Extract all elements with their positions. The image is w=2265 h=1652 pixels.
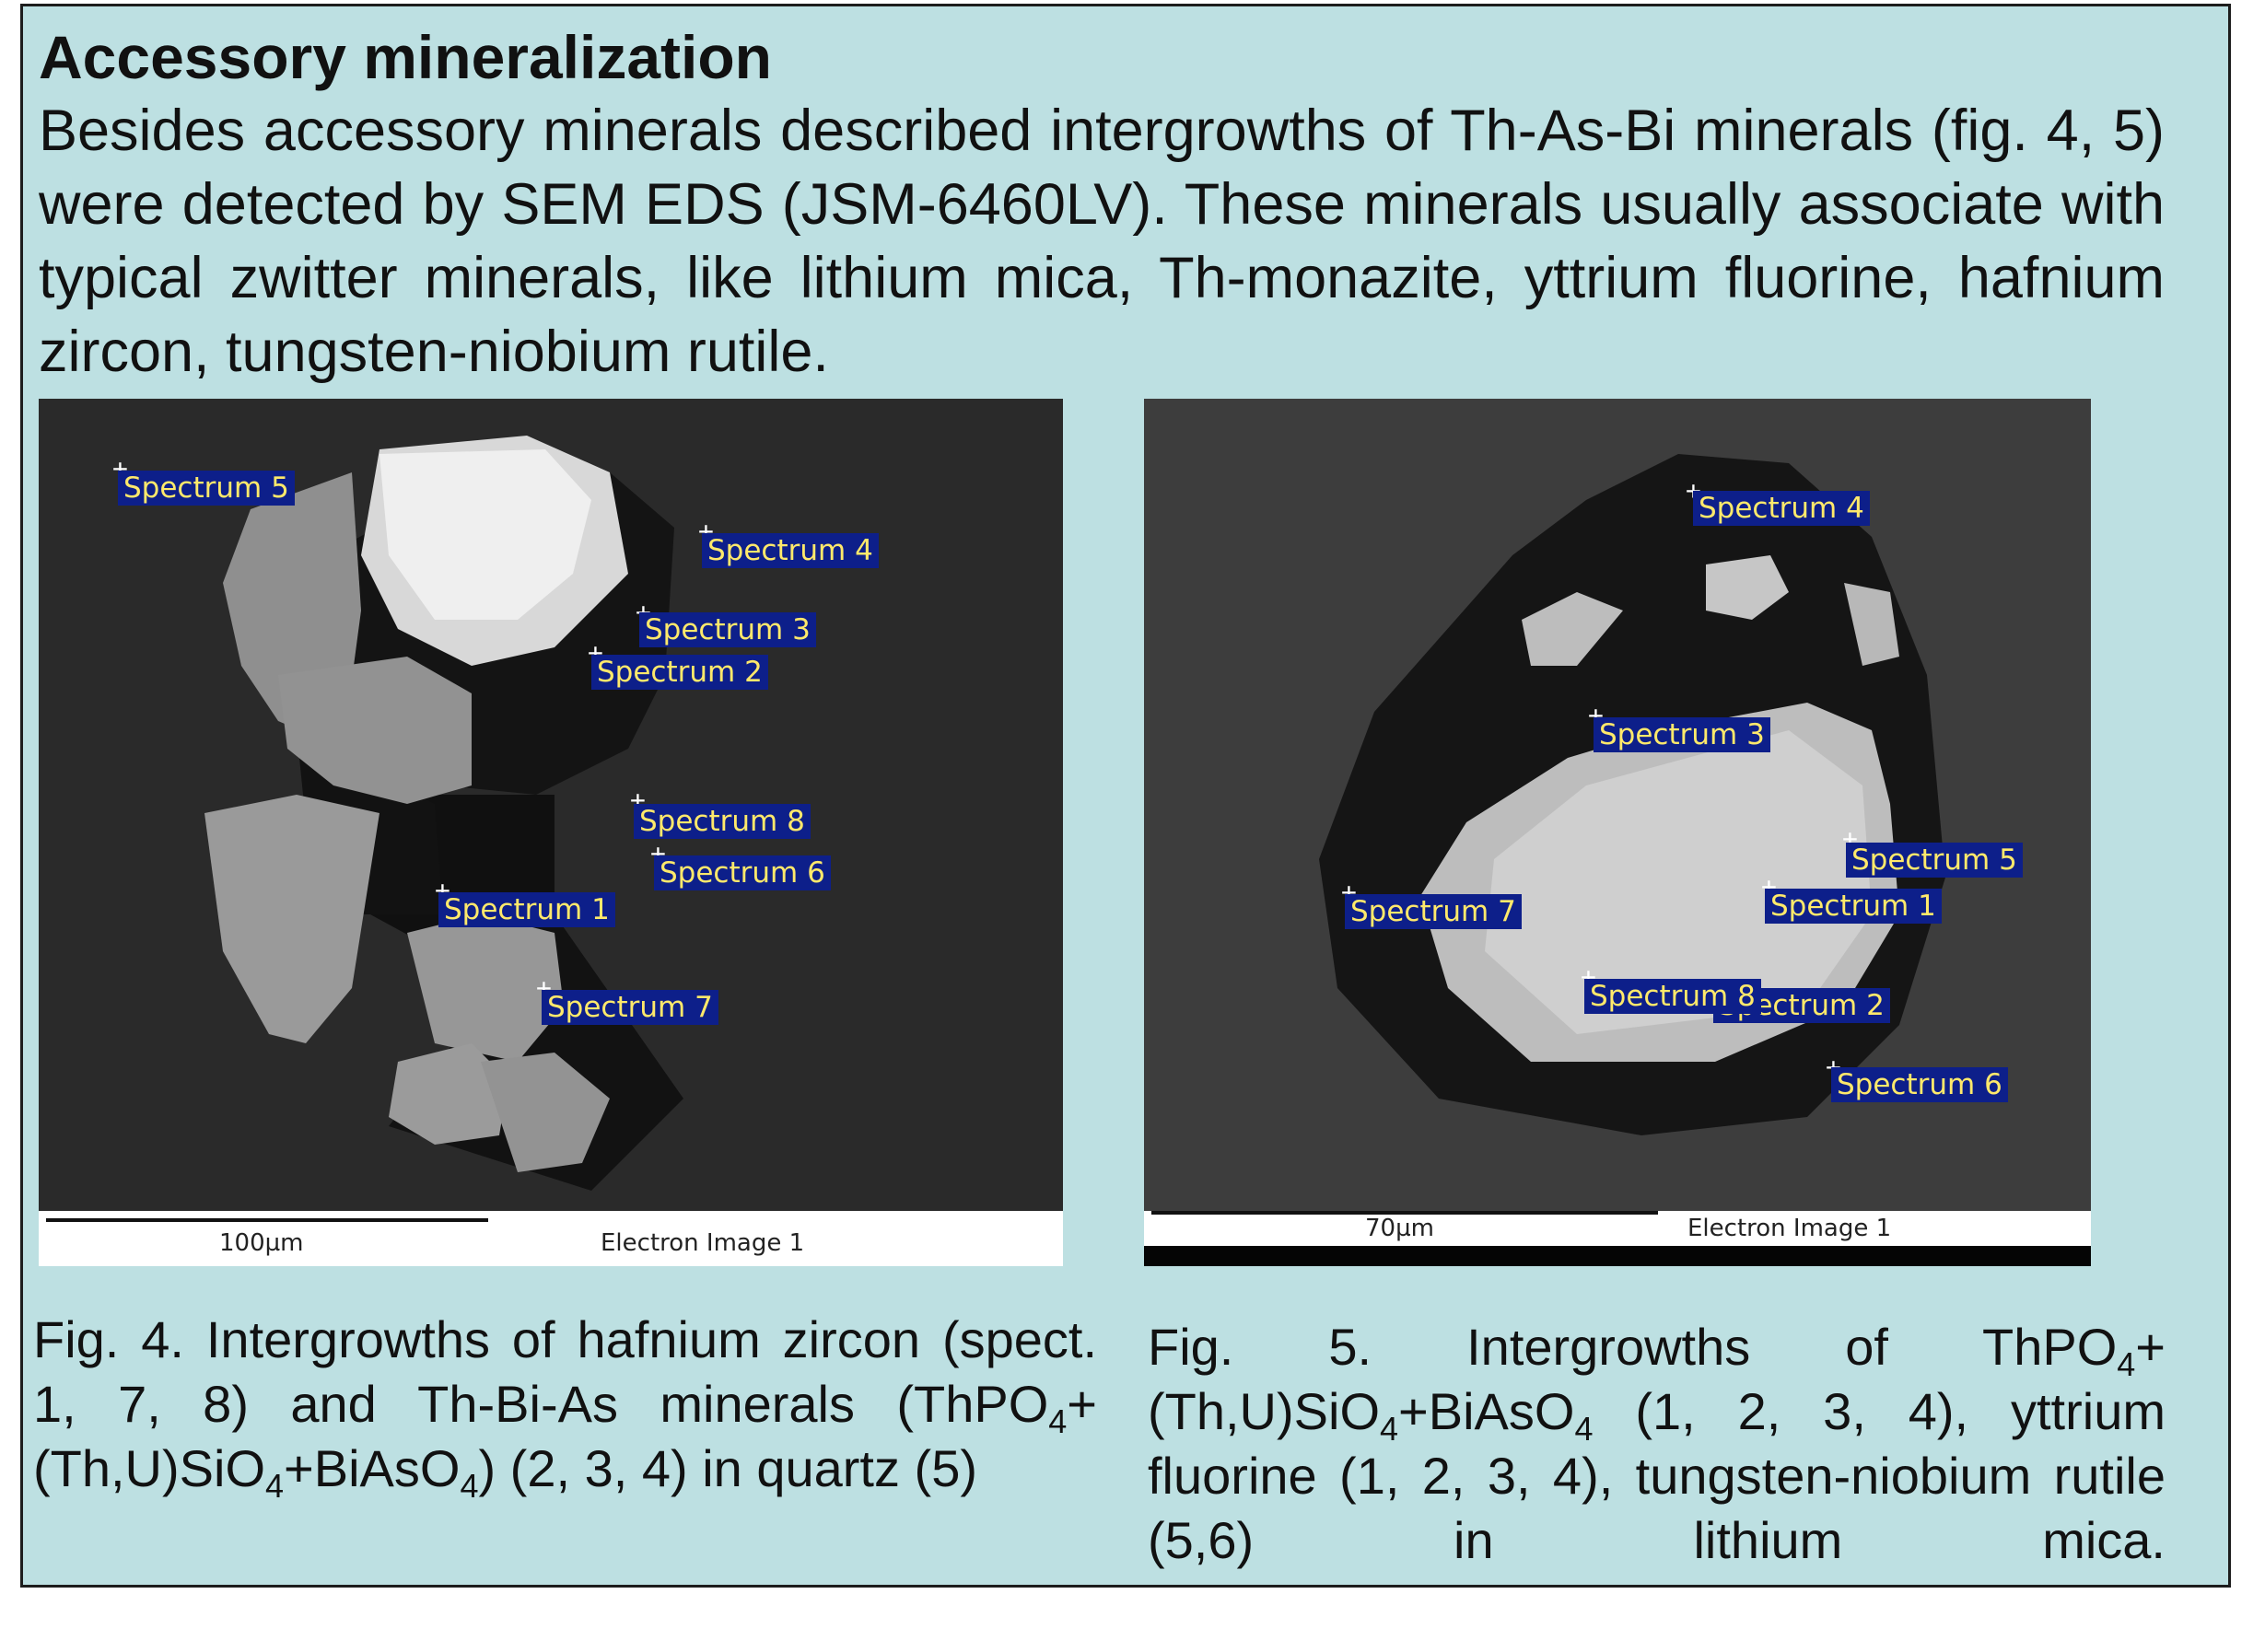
image-name-label: Electron Image 1	[601, 1229, 805, 1257]
spectrum-1-label: Spectrum 1	[438, 892, 615, 927]
figure-5-micrograph	[1144, 399, 2091, 1266]
spectrum-3-label: Spectrum 3	[1594, 717, 1770, 752]
scale-label: 70µm	[1365, 1215, 1434, 1242]
intro-paragraph: Besides accessory minerals described int…	[39, 99, 2165, 384]
spectrum-2-label: Spectrum 2	[591, 655, 768, 690]
figure-5-sem-image: + Spectrum 4 + Spectrum 3 + Spectrum 5 +…	[1144, 399, 2091, 1266]
figure-4-scale-strip: 100µm Electron Image 1	[39, 1211, 1063, 1266]
spectrum-4-label: Spectrum 4	[702, 533, 879, 568]
image-name-label: Electron Image 1	[1687, 1215, 1892, 1242]
spectrum-6-label: Spectrum 6	[654, 855, 831, 890]
figure-4-micrograph	[39, 399, 1063, 1266]
scale-bar	[1151, 1211, 1658, 1215]
figure-4-sem-image: + Spectrum 5 + Spectrum 4 + Spectrum 3 +…	[39, 399, 1063, 1266]
spectrum-8-label: Spectrum 8	[634, 804, 811, 839]
spectrum-1-label: Spectrum 1	[1765, 889, 1942, 924]
spectrum-4-label: Spectrum 4	[1693, 491, 1870, 526]
scale-label: 100µm	[219, 1229, 304, 1257]
scale-bar	[46, 1218, 488, 1222]
section-heading: Accessory mineralization	[39, 23, 772, 91]
figure-5-caption: Fig. 5. Intergrowths of ThPO4+(Th,U)SiO4…	[1148, 1318, 2166, 1569]
spectrum-7-label: Spectrum 7	[1345, 894, 1522, 929]
figure-5-scale-strip: 70µm Electron Image 1	[1144, 1211, 2091, 1266]
figure-4-caption: Fig. 4. Intergrowths of hafnium zircon (…	[33, 1310, 1097, 1505]
spectrum-3-label: Spectrum 3	[639, 612, 816, 647]
spectrum-6-label: Spectrum 6	[1831, 1067, 2008, 1102]
spectrum-5-label: Spectrum 5	[1846, 843, 2023, 878]
spectrum-7-label: Spectrum 7	[542, 990, 718, 1025]
spectrum-5-label: Spectrum 5	[118, 471, 295, 506]
spectrum-8-label: Spectrum 8	[1584, 979, 1761, 1014]
